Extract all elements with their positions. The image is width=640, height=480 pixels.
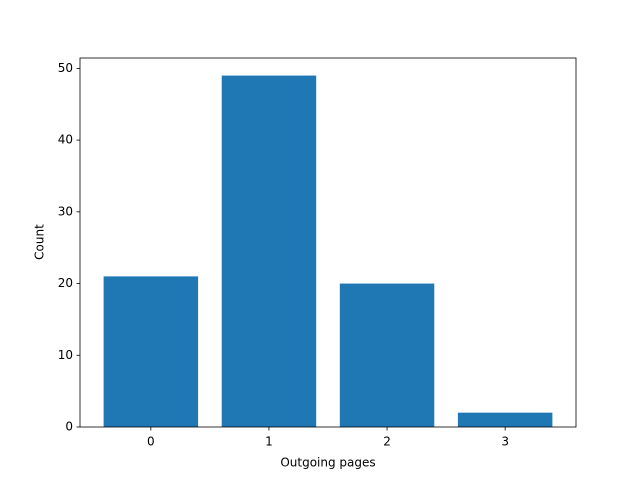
bar — [339, 283, 435, 427]
bar — [103, 276, 199, 427]
x-axis-label: Outgoing pages — [280, 456, 375, 470]
bar — [457, 412, 553, 427]
y-tick-label: 40 — [58, 133, 73, 147]
x-tick-label: 1 — [265, 435, 273, 449]
plot-frame — [79, 57, 577, 428]
y-tick-label: 20 — [58, 276, 73, 290]
x-tick-label: 0 — [147, 435, 155, 449]
y-tick-label: 0 — [65, 420, 73, 434]
bar — [221, 75, 317, 428]
y-axis-label: Count — [33, 224, 47, 260]
x-tick-label: 2 — [383, 435, 391, 449]
x-tick-label: 3 — [501, 435, 509, 449]
y-tick-label: 30 — [58, 204, 73, 218]
y-tick-label: 10 — [58, 348, 73, 362]
y-tick-label: 50 — [58, 61, 73, 75]
